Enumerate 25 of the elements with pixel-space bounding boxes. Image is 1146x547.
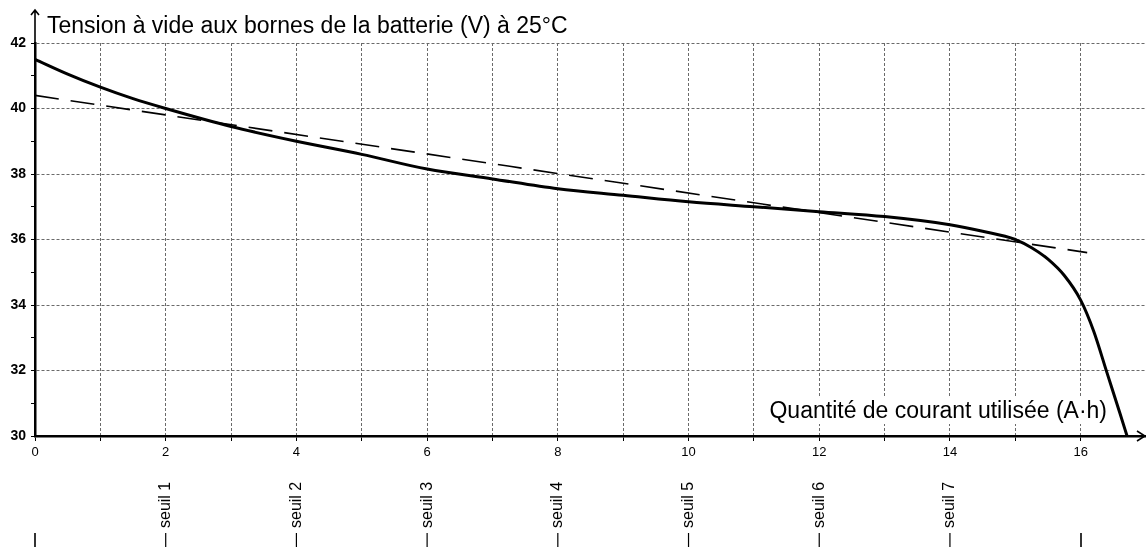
x-tick-label: 4 [292,444,301,460]
ref-line-label: seuil 1 [156,481,174,528]
y-tick-label: 34 [10,295,27,312]
x-tick-label: 8 [554,444,562,460]
ref-line-label: seuil 4 [548,481,566,528]
ref-line-label: seuil 3 [417,481,435,528]
ref-line-label: seuil 7 [940,481,958,528]
y-tick-label: 36 [10,230,27,247]
ref-line-label: seuil 2 [286,481,304,528]
y-tick-label: 42 [10,33,27,50]
x-tick-label: 6 [423,444,431,460]
y-axis-title: Tension à vide aux bornes de la batterie (V) à 25°C [47,12,568,38]
y-tick-label: 32 [10,361,27,378]
ref-line-label: seuil 5 [678,481,696,528]
y-tick-label: 38 [10,164,27,181]
ref-line-label: seuil 6 [809,481,827,528]
x-tick-label: 14 [942,444,958,460]
x-tick-label: 0 [31,444,39,460]
x-tick-label: 16 [1073,444,1088,460]
x-tick-label: 12 [812,444,827,460]
x-tick-label: 10 [681,444,696,460]
y-tick-label: 40 [10,99,27,116]
y-tick-label: 30 [10,426,27,443]
x-tick-label: 2 [162,444,170,460]
x-axis-title: Quantité de courant utilisée (A·h) [769,397,1107,423]
